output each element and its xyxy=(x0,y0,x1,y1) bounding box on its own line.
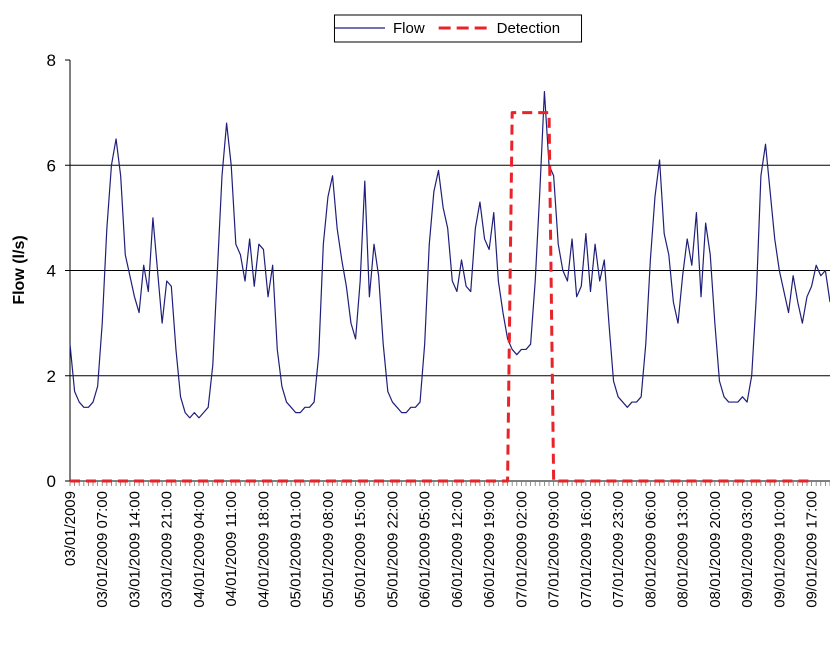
x-tick-label: 07/01/2009 16:00 xyxy=(578,491,595,608)
legend-label: Detection xyxy=(497,20,560,37)
x-tick-label: 09/01/2009 17:00 xyxy=(804,491,821,608)
x-tick-label: 08/01/2009 20:00 xyxy=(707,491,724,608)
x-tick-label: 04/01/2009 04:00 xyxy=(191,491,208,608)
y-tick-label: 4 xyxy=(47,262,56,281)
x-tick-label: 06/01/2009 12:00 xyxy=(449,491,466,608)
series-line xyxy=(69,90,830,419)
legend-label: Flow xyxy=(393,20,425,37)
series-line xyxy=(70,111,812,483)
x-tick-label: 05/01/2009 15:00 xyxy=(352,491,369,608)
x-tick-label: 06/01/2009 19:00 xyxy=(481,491,498,608)
y-tick-label: 6 xyxy=(47,156,56,175)
x-tick-label: 08/01/2009 06:00 xyxy=(642,491,659,608)
x-tick-label: 07/01/2009 09:00 xyxy=(546,491,563,608)
x-tick-label: 05/01/2009 08:00 xyxy=(320,491,337,608)
y-tick-label: 2 xyxy=(47,367,56,386)
x-tick-label: 06/01/2009 05:00 xyxy=(417,491,434,608)
x-tick-label: 07/01/2009 02:00 xyxy=(513,491,530,608)
y-axis-label: Flow (l/s) xyxy=(11,235,28,304)
x-tick-label: 04/01/2009 11:00 xyxy=(223,491,240,607)
y-tick-label: 0 xyxy=(47,472,56,491)
x-tick-label: 09/01/2009 03:00 xyxy=(739,491,756,608)
legend: Flow Detection xyxy=(333,14,583,43)
x-tick-label: 09/01/2009 10:00 xyxy=(771,491,788,608)
x-tick-label: 07/01/2009 23:00 xyxy=(610,491,627,608)
x-tick-label: 08/01/2009 13:00 xyxy=(675,491,692,608)
x-tick-label: 03/01/2009 14:00 xyxy=(126,491,143,608)
x-tick-label: 05/01/2009 01:00 xyxy=(288,491,305,608)
x-tick-label: 05/01/2009 22:00 xyxy=(384,491,401,608)
x-tick-label: 03/01/2009 xyxy=(62,491,79,566)
x-tick-label: 03/01/2009 21:00 xyxy=(159,491,176,608)
x-tick-label: 04/01/2009 18:00 xyxy=(255,491,272,608)
x-tick-label: 03/01/2009 07:00 xyxy=(94,491,111,608)
y-tick-label: 8 xyxy=(47,51,56,70)
